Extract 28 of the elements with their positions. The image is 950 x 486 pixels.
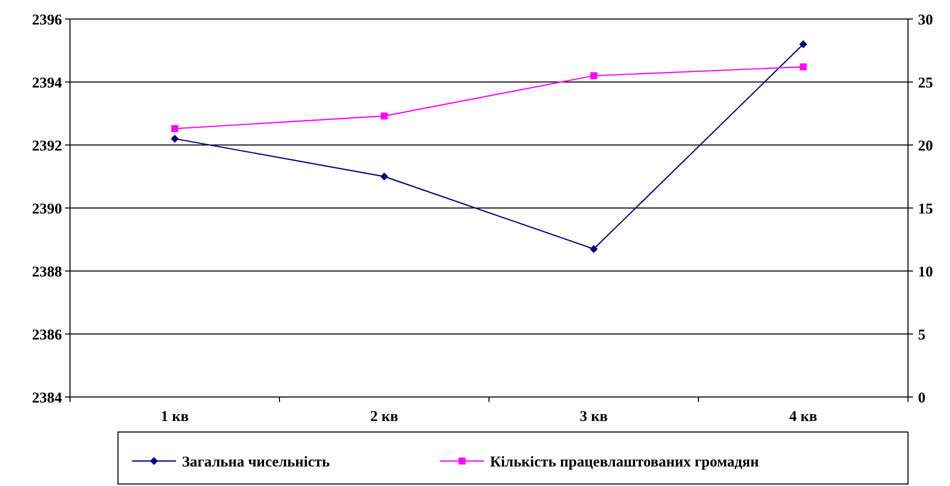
y2-tick-label: 10	[918, 264, 933, 280]
y-tick-label: 2392	[32, 138, 62, 154]
point	[799, 40, 808, 48]
x-tick-label: 3 кв	[580, 409, 608, 425]
y2-tick-label: 0	[918, 390, 926, 406]
x-tick-label: 4 кв	[789, 409, 818, 425]
y-tick-label: 2396	[32, 12, 62, 28]
y-tick-label: 2394	[32, 75, 62, 92]
y-tick-label: 2388	[32, 264, 62, 280]
y2-tick-label: 25	[918, 75, 933, 92]
y-tick-label: 2386	[32, 327, 62, 344]
point	[170, 134, 179, 143]
point	[800, 63, 807, 70]
point	[590, 244, 598, 253]
point	[590, 72, 598, 80]
x-tick-label: 2 кв	[370, 409, 398, 425]
point	[380, 112, 388, 120]
x-tick-label: 1 кв	[160, 409, 189, 425]
y2-tick-label: 15	[918, 201, 933, 218]
legend-label: Кількість працевлаштованих громадян	[490, 454, 760, 470]
point	[171, 125, 178, 132]
y2-tick-label: 30	[918, 12, 933, 28]
y2-tick-label: 20	[918, 138, 933, 154]
point	[380, 172, 388, 180]
y2-tick-label: 5	[918, 327, 926, 344]
y-tick-label: 2384	[32, 390, 62, 406]
legend-label: Загальна чисельність	[182, 454, 330, 470]
y-tick-label: 2390	[32, 201, 62, 218]
